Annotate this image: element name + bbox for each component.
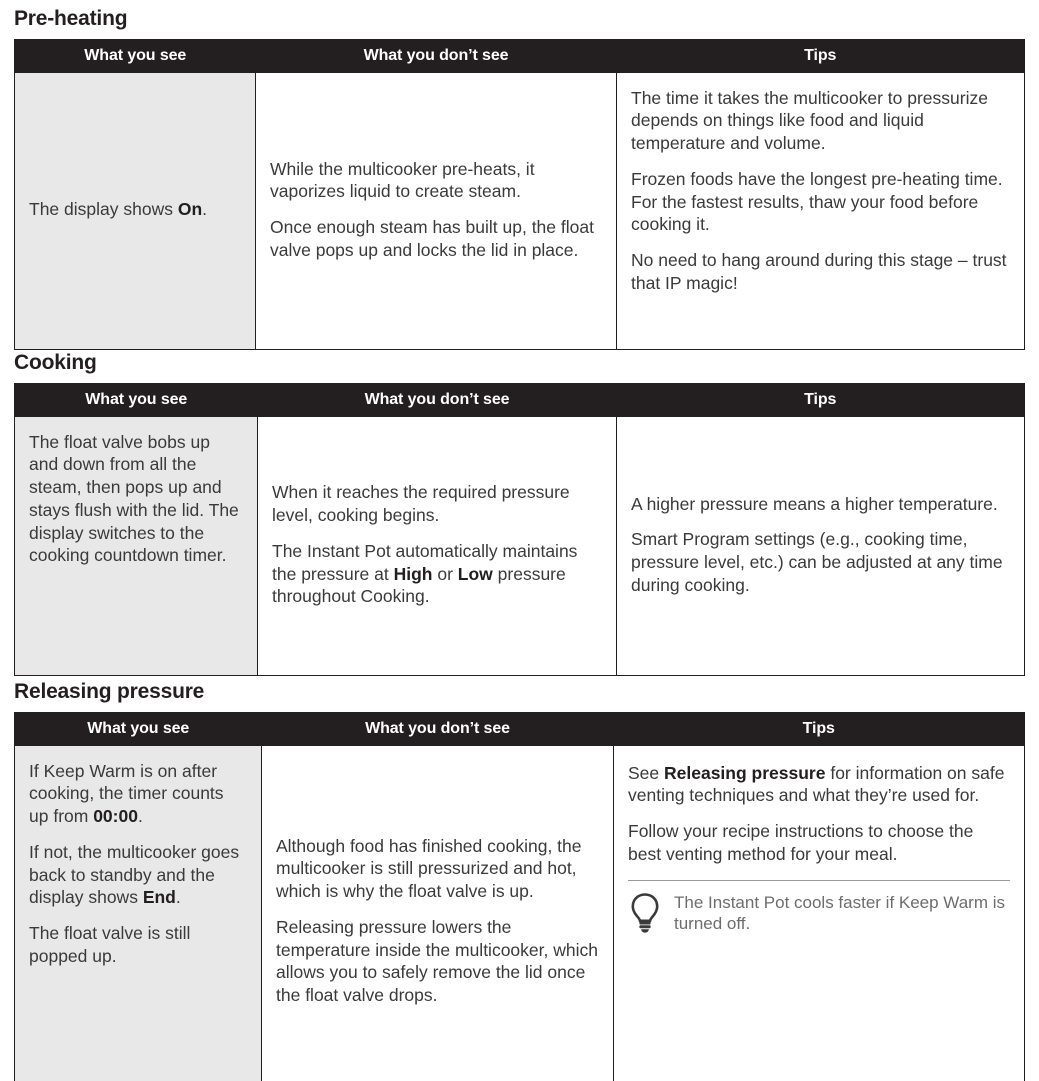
- column-header-tips: Tips: [616, 383, 1025, 417]
- paragraph: A higher pressure means a higher tempera…: [631, 493, 998, 514]
- cell-what-you-dont-see: While the multicooker pre-heats, it vapo…: [255, 72, 617, 350]
- tips-paragraphs: See Releasing pressure for information o…: [628, 762, 1010, 866]
- paragraph: Smart Program settings (e.g., cooking ti…: [631, 529, 1003, 595]
- column-header-tips: Tips: [613, 712, 1025, 746]
- cell-tips: See Releasing pressure for information o…: [613, 745, 1025, 1081]
- paragraph: The float valve bobs up and down from al…: [29, 431, 239, 566]
- column-header-what-you-dont-see: What you don’t see: [255, 39, 617, 73]
- paragraph: Follow your recipe instructions to choos…: [628, 821, 974, 864]
- paragraph: See Releasing pressure for information o…: [628, 762, 1005, 806]
- stage-table-cooking: What you see What you don’t see Tips The…: [14, 383, 1025, 676]
- stage-table-releasing-pressure: What you see What you don’t see Tips If …: [14, 712, 1025, 1081]
- cell-tips: The time it takes the multicooker to pre…: [616, 72, 1025, 350]
- table-row: The float valve bobs up and down from al…: [14, 416, 1025, 676]
- paragraph: No need to hang around during this stage…: [631, 250, 1007, 293]
- paragraph: Although food has finished cooking, the …: [276, 835, 582, 902]
- emphasis-text: End: [142, 887, 176, 908]
- cell-what-you-dont-see: When it reaches the required pressure le…: [257, 416, 617, 676]
- emphasis-text: Low: [457, 563, 493, 584]
- paragraph: The Instant Pot automatically maintains …: [272, 540, 578, 607]
- paragraph: Releasing pressure lowers the temperatur…: [276, 916, 598, 1006]
- section-releasing-pressure: Releasing pressure What you see What you…: [14, 680, 1025, 1081]
- column-header-what-you-dont-see: What you don’t see: [257, 383, 617, 417]
- section-heading: Pre-heating: [14, 7, 128, 30]
- cell-what-you-see: The float valve bobs up and down from al…: [14, 416, 258, 676]
- table-header-row: What you see What you don’t see Tips: [14, 383, 1025, 417]
- table-row: The display shows On. While the multicoo…: [14, 72, 1025, 350]
- column-header-what-you-see: What you see: [14, 383, 258, 417]
- column-header-what-you-see: What you see: [14, 712, 262, 746]
- lightbulb-icon: [631, 893, 659, 933]
- paragraph: If Keep Warm is on after cooking, the ti…: [29, 760, 224, 827]
- table-header-row: What you see What you don’t see Tips: [14, 39, 1025, 73]
- paragraph: The time it takes the multicooker to pre…: [631, 87, 988, 154]
- tip-callout-text: The Instant Pot cools faster if Keep War…: [674, 892, 1006, 934]
- section-cooking: Cooking What you see What you don’t see …: [14, 351, 1025, 676]
- section-heading: Cooking: [14, 351, 97, 374]
- cell-what-you-dont-see: Although food has finished cooking, the …: [261, 745, 614, 1081]
- column-header-what-you-see: What you see: [14, 39, 256, 73]
- paragraph: Frozen foods have the longest pre-heatin…: [631, 168, 1003, 235]
- section-heading: Releasing pressure: [14, 680, 205, 703]
- cell-what-you-see: The display shows On.: [14, 72, 256, 350]
- emphasis-text: On: [177, 199, 203, 220]
- paragraph: Once enough steam has built up, the floa…: [270, 217, 594, 260]
- table-header-row: What you see What you don’t see Tips: [14, 712, 1025, 746]
- paragraph: The float valve is still popped up.: [29, 923, 191, 966]
- table-row: If Keep Warm is on after cooking, the ti…: [14, 745, 1025, 1081]
- paragraph: While the multicooker pre-heats, it vapo…: [270, 158, 535, 202]
- emphasis-text: Releasing pressure: [664, 762, 826, 783]
- stage-table-pre-heating: What you see What you don’t see Tips The…: [14, 39, 1025, 350]
- column-header-tips: Tips: [616, 39, 1025, 73]
- paragraph: When it reaches the required pressure le…: [272, 482, 570, 526]
- column-header-what-you-dont-see: What you don’t see: [261, 712, 614, 746]
- cell-what-you-see: If Keep Warm is on after cooking, the ti…: [14, 745, 262, 1081]
- emphasis-text: High: [393, 563, 433, 584]
- paragraph: If not, the multicooker goes back to sta…: [29, 841, 240, 908]
- paragraph: The display shows On.: [29, 199, 208, 220]
- cell-tips: A higher pressure means a higher tempera…: [616, 416, 1025, 676]
- section-pre-heating: Pre-heating What you see What you don’t …: [14, 7, 1025, 350]
- emphasis-text: 00:00: [93, 806, 138, 827]
- tip-callout: The Instant Pot cools faster if Keep War…: [628, 879, 1010, 936]
